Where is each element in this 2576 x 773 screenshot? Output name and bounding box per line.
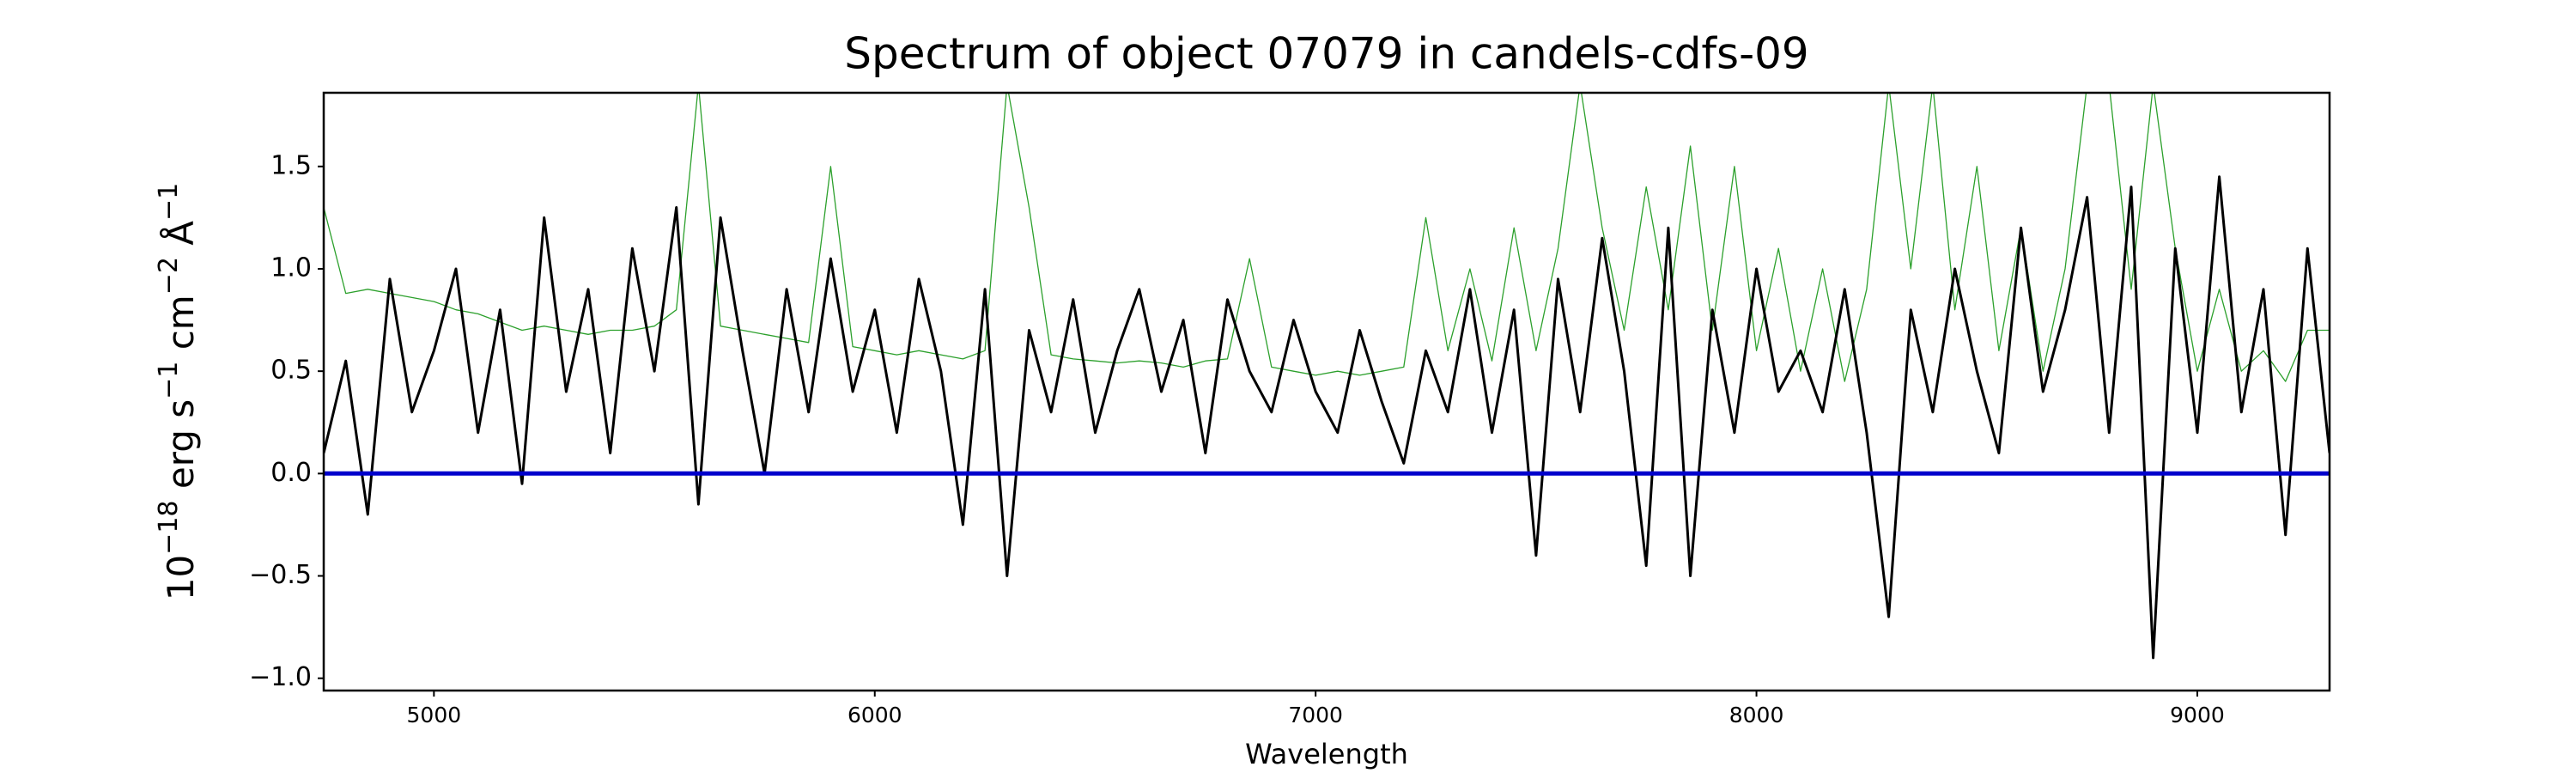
- y-axis-label-part: cm: [160, 295, 202, 361]
- y-axis-label-part: erg s: [160, 399, 202, 501]
- y-axis-label-superscript: −2: [154, 257, 184, 295]
- y-axis-label-part: Å: [159, 221, 202, 257]
- x-tick-label: 7000: [1288, 703, 1343, 727]
- plot-area: [324, 93, 2330, 660]
- y-tick-label: 1.5: [270, 150, 312, 180]
- x-tick-label: 6000: [848, 703, 902, 727]
- y-tick-label: 1.0: [270, 253, 312, 283]
- x-axis-label: Wavelength: [1245, 738, 1408, 770]
- y-tick-label: −1.0: [249, 662, 312, 692]
- y-tick-label: −0.5: [249, 560, 312, 590]
- spectrum-line: [324, 93, 2330, 382]
- chart-title: Spectrum of object 07079 in candels-cdfs…: [844, 29, 1809, 79]
- y-axis-label-superscript: −1: [154, 362, 184, 399]
- x-tick-label: 8000: [1729, 703, 1784, 727]
- y-axis-label: 10−18 erg s−1 cm−2 Å−1: [154, 183, 202, 601]
- x-tick-label: 9000: [2170, 703, 2225, 727]
- axes-frame: [322, 91, 2331, 692]
- x-tick-label: 5000: [407, 703, 462, 727]
- y-tick-label: 0.0: [270, 458, 312, 488]
- y-axis-label-superscript: −1: [154, 183, 184, 221]
- y-axis-label-superscript: −18: [154, 501, 184, 555]
- y-axis-label-part: 10: [160, 555, 202, 600]
- y-tick-label: 0.5: [270, 356, 312, 386]
- spectrum-line: [324, 175, 2330, 660]
